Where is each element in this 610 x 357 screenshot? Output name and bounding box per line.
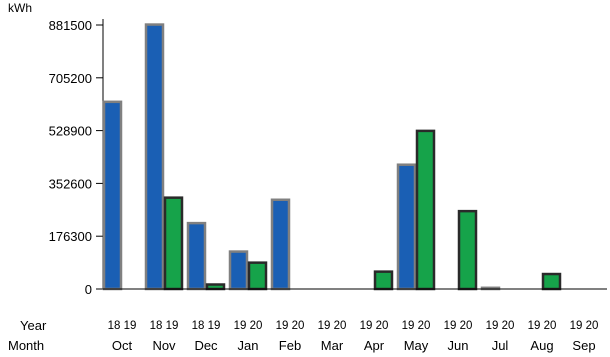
y-tick-label: 0 xyxy=(85,282,92,297)
bar-dec-series-2 xyxy=(205,283,226,291)
bar-nov-series-1 xyxy=(144,23,165,291)
bar-dec-series-1 xyxy=(186,221,207,291)
bar-oct-series-1 xyxy=(102,100,123,291)
month-row-label: Month xyxy=(8,338,44,353)
bar-jun-series-2 xyxy=(457,209,478,291)
year-pair-label: 18 19 xyxy=(192,320,221,332)
y-tick-label: 176300 xyxy=(49,229,92,244)
month-label-jun: Jun xyxy=(448,338,469,353)
year-pair-label: 19 20 xyxy=(528,320,557,332)
y-tick-label: 528900 xyxy=(49,124,92,139)
year-pair-label: 19 20 xyxy=(402,320,431,332)
y-tick-label: 881500 xyxy=(49,18,92,33)
bar-nov-series-2 xyxy=(163,196,184,291)
year-pair-label: 18 19 xyxy=(150,320,179,332)
year-pair-label: 18 19 xyxy=(108,320,137,332)
month-label-aug: Aug xyxy=(530,338,553,353)
bar-jan-series-2 xyxy=(247,261,268,291)
bar-feb-series-1 xyxy=(270,198,291,291)
year-row-label: Year xyxy=(20,318,47,333)
bar-apr-series-2 xyxy=(373,270,394,291)
year-pair-label: 19 20 xyxy=(570,320,599,332)
bars xyxy=(102,23,562,291)
x-axis: 18 19 Oct 18 19 Nov 18 19 Dec 19 20 Jan 19 20 Feb… xyxy=(103,288,607,353)
year-pair-label: 19 20 xyxy=(486,320,515,332)
year-pair-label: 19 20 xyxy=(276,320,305,332)
month-label-feb: Feb xyxy=(279,338,301,353)
month-label-sep: Sep xyxy=(572,338,595,353)
y-axis: 0 176300 352600 528900 705200 881500 xyxy=(49,18,104,297)
month-label-mar: Mar xyxy=(321,338,344,353)
bar-jan-series-1 xyxy=(228,250,249,291)
bar-aug-series-2 xyxy=(541,272,562,291)
month-label-jan: Jan xyxy=(238,338,259,353)
month-label-apr: Apr xyxy=(364,338,385,353)
y-tick-label: 352600 xyxy=(49,176,92,191)
month-label-may: May xyxy=(404,338,429,353)
month-label-jul: Jul xyxy=(492,338,509,353)
year-pair-label: 19 20 xyxy=(318,320,347,332)
bar-may-series-2 xyxy=(415,129,436,291)
year-pair-label: 19 20 xyxy=(360,320,389,332)
year-pair-label: 19 20 xyxy=(444,320,473,332)
month-label-oct: Oct xyxy=(112,338,133,353)
year-pair-label: 19 20 xyxy=(234,320,263,332)
month-label-dec: Dec xyxy=(194,338,218,353)
y-axis-unit-label: kWh xyxy=(8,1,32,15)
y-tick-label: 705200 xyxy=(49,71,92,86)
month-label-nov: Nov xyxy=(152,338,176,353)
bar-may-series-1 xyxy=(396,163,417,291)
